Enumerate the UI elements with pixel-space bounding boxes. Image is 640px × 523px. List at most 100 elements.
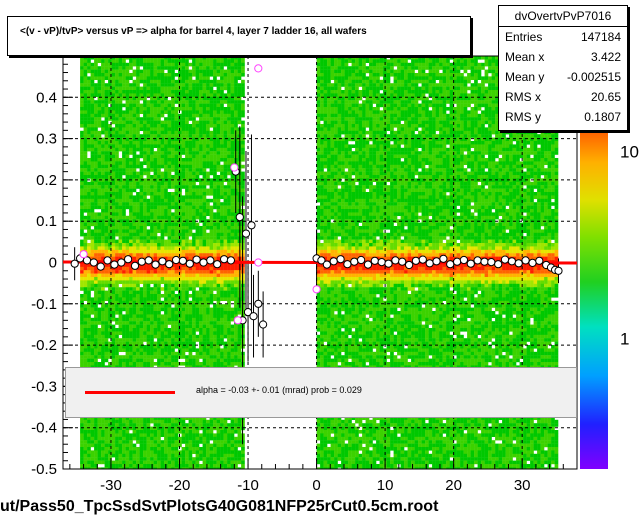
profile-point (137, 257, 146, 266)
x-tick-label: 30 (514, 477, 531, 494)
chart-title: <(v - vP)/tvP> versus vP => alpha for ba… (20, 26, 367, 37)
profile-point (514, 259, 523, 268)
fit-legend-box: alpha = -0.03 +- 0.01 (mrad) prob = 0.02… (65, 367, 577, 418)
profile-point (117, 258, 126, 267)
stat-row-mean-y: Mean y -0.002515 (505, 67, 621, 87)
outlier-point (312, 285, 321, 294)
stat-value: 3.422 (590, 50, 621, 64)
profile-point (528, 258, 537, 267)
profile-point (70, 259, 79, 268)
density-bands (80, 56, 559, 469)
outlier-point (233, 316, 242, 325)
stat-value: 0.1807 (584, 110, 621, 124)
profile-point (158, 257, 167, 266)
profile-point (343, 260, 352, 269)
color-scale-label: 1 (620, 329, 629, 348)
profile-point (494, 260, 503, 269)
y-tick-label: 0 (49, 255, 57, 272)
profile-point (165, 260, 174, 269)
profile-point (226, 256, 235, 265)
profile-point (487, 258, 496, 267)
stat-row-rms-y: RMS y 0.1807 (505, 107, 621, 127)
stat-label: Mean x (505, 50, 545, 64)
profile-point (391, 256, 400, 265)
profile-point (259, 320, 268, 329)
y-tick-label: 0.4 (36, 89, 57, 106)
x-tick-label: 0 (312, 477, 320, 494)
profile-point (103, 256, 112, 265)
profile-point (151, 260, 160, 269)
x-tick-label: -30 (100, 477, 122, 494)
stat-value: -0.002515 (566, 70, 621, 84)
profile-point (377, 258, 386, 267)
color-scale-bar (580, 95, 608, 469)
profile-point (500, 255, 510, 264)
stat-value: 20.65 (590, 90, 621, 104)
x-tick-label: -20 (169, 477, 191, 494)
profile-point (384, 259, 393, 268)
color-scale-label: 10 (620, 142, 639, 161)
profile-point (144, 256, 153, 265)
fit-legend-text: alpha = -0.03 +- 0.01 (mrad) prob = 0.02… (196, 385, 362, 395)
profile-point (521, 256, 530, 265)
profile-point (130, 261, 140, 270)
profile-point (446, 260, 455, 269)
profile-point (220, 255, 229, 264)
profile-point (554, 266, 563, 275)
profile-point (322, 260, 331, 269)
fit-legend-line (85, 391, 175, 394)
profile-point (411, 256, 420, 265)
profile-point (466, 259, 475, 268)
y-tick-label: 0.3 (36, 131, 57, 148)
y-tick-label: -0.2 (31, 337, 57, 354)
profile-point (178, 256, 187, 265)
y-tick-label: 0.2 (36, 172, 57, 189)
stat-label: Entries (505, 30, 543, 44)
profile-point (249, 312, 258, 321)
y-tick-label: -0.1 (31, 296, 57, 313)
title-box: <(v - vP)/tvP> versus vP => alpha for ba… (7, 16, 471, 56)
stat-value: 147184 (580, 30, 621, 44)
profile-point (535, 256, 544, 265)
profile-point (110, 260, 119, 269)
profile-point (241, 229, 251, 238)
x-tick-label: -10 (237, 477, 259, 494)
outlier-point (254, 64, 263, 73)
profile-point (213, 260, 222, 269)
profile-point (247, 221, 256, 230)
profile-point (199, 258, 208, 267)
profile-point (172, 255, 181, 265)
profile-point (89, 258, 98, 267)
outlier-point (230, 163, 239, 172)
profile-point (329, 257, 338, 266)
profile-point (507, 257, 516, 266)
profile-point (317, 256, 326, 265)
profile-points (70, 64, 563, 329)
profile-point (124, 255, 133, 264)
profile-point (418, 255, 427, 264)
stat-label: RMS x (505, 90, 541, 104)
profile-point (254, 299, 263, 308)
x-tick-label: 20 (445, 477, 462, 494)
profile-point (363, 260, 373, 269)
profile-point (398, 257, 407, 266)
profile-point (439, 254, 448, 263)
profile-point (405, 260, 414, 270)
profile-point (206, 256, 215, 265)
profile-point (336, 255, 345, 264)
profile-point (235, 213, 244, 222)
stat-label: Mean y (505, 70, 545, 84)
stat-label: RMS y (505, 110, 541, 124)
y-tick-label: -0.5 (31, 461, 57, 478)
profile-point (473, 256, 482, 265)
profile-point (96, 262, 105, 271)
profile-point (425, 259, 434, 268)
axes: -30 -20 -10 0 10 20 30 -0.5 -0.4 -0.3 -0.2 -0.1 0 0.1… (31, 63, 578, 494)
x-tick-label: 10 (377, 477, 394, 494)
stat-row-entries: Entries 147184 (505, 27, 621, 47)
profile-point (357, 255, 366, 265)
stats-name: dvOvertvPvP7016 (499, 6, 627, 27)
stats-box: dvOvertvPvP7016 Entries 147184 Mean x 3.… (498, 5, 628, 131)
outlier-point (79, 250, 88, 259)
